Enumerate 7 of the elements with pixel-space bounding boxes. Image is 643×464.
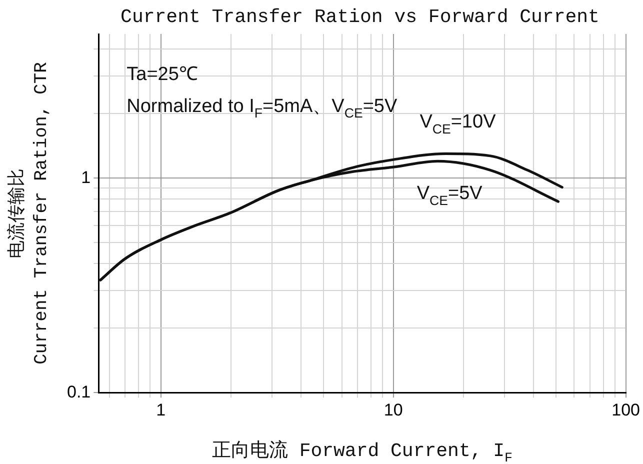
x-tick-label: 10	[384, 400, 403, 420]
annotation: Ta=25℃	[126, 64, 198, 85]
x-tick-label: 100	[612, 400, 640, 420]
y-tick-label: 0.1	[66, 382, 91, 402]
x-tick-label: 1	[156, 400, 166, 420]
y-axis-title: 电流传输比 Current Transfer Ration, CTR	[6, 62, 52, 365]
chart-title: Current Transfer Ration vs Forward Current	[120, 6, 600, 28]
